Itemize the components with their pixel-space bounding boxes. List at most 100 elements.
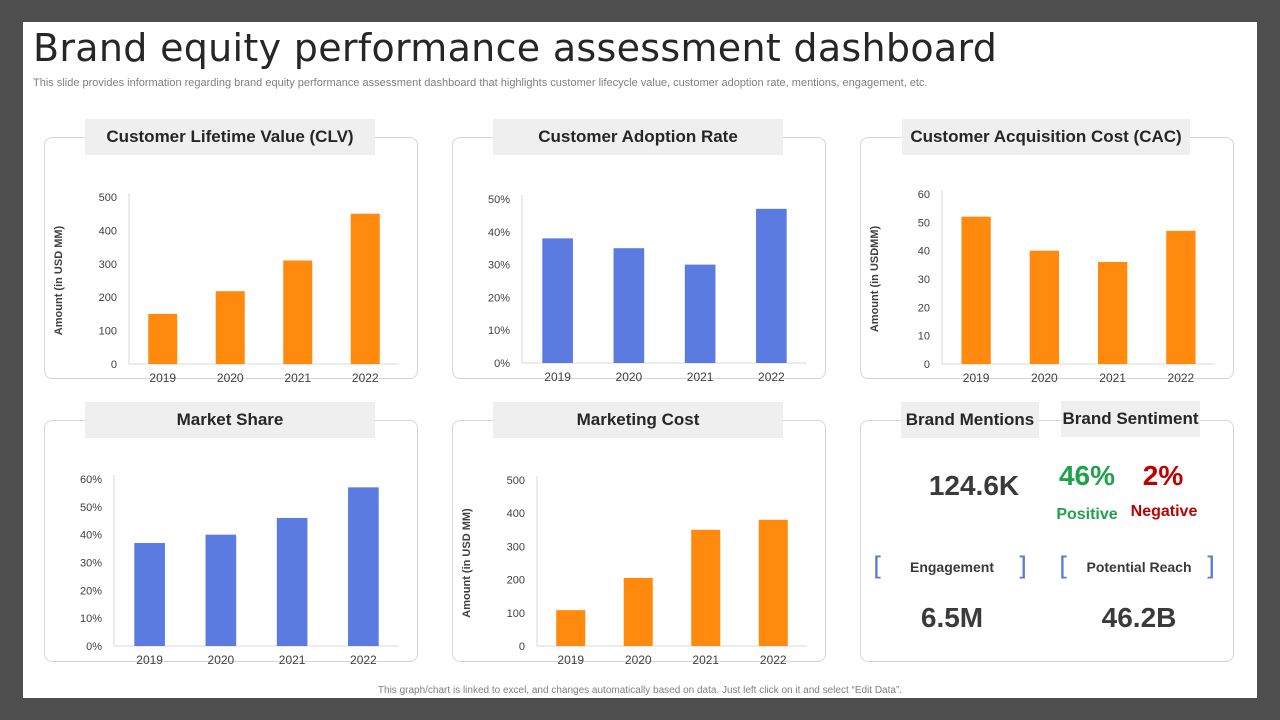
y-tick-label: 60	[918, 189, 930, 201]
y-tick-label: 40%	[80, 530, 102, 542]
bar-2021	[283, 260, 313, 364]
y-tick-label: 200	[507, 575, 525, 587]
y-tick-label: 30%	[80, 558, 102, 570]
y-tick-label: 50%	[80, 502, 102, 514]
x-tick-label: 2022	[350, 653, 377, 667]
y-tick-label: 40	[918, 246, 930, 258]
market-title: Market Share	[85, 402, 375, 438]
reach-right-bracket: ]	[1205, 552, 1216, 582]
x-tick-label: 2021	[687, 370, 714, 384]
y-tick-label: 500	[507, 475, 525, 487]
cac-chart: 0 10 20 30 40 50 60 2019 2020 2021 2022 Amount (in …	[869, 189, 1215, 385]
clv-title: Customer Lifetime Value (CLV)	[85, 119, 375, 155]
bar-2021	[684, 264, 716, 363]
x-tick-label: 2019	[136, 653, 163, 667]
y-tick-label: 400	[99, 225, 117, 237]
kpi-panel	[860, 420, 1234, 662]
y-tick-label: 30	[918, 274, 930, 286]
bar-2022	[348, 487, 379, 646]
x-tick-label: 2021	[279, 653, 306, 667]
brand-mentions-title: Brand Mentions	[901, 402, 1039, 438]
y-tick-label: 60%	[80, 474, 102, 486]
x-tick-label: 2019	[557, 653, 584, 667]
bar-2021	[1097, 262, 1128, 364]
negative-value: 2%	[1142, 460, 1184, 491]
y-tick-label: 10%	[80, 613, 102, 625]
y-tick-label: 30%	[488, 260, 510, 272]
x-tick-label: 2020	[616, 370, 643, 384]
cac-title: Customer Acquisition Cost (CAC)	[902, 119, 1190, 155]
y-tick-label: 20	[918, 302, 930, 314]
bar-2020	[205, 534, 237, 646]
bar-2022	[350, 213, 380, 364]
bar-2019	[148, 313, 178, 364]
y-tick-label: 20%	[80, 585, 102, 597]
brand-mentions-value: 124.6K	[928, 470, 1020, 501]
page-title: Brand equity performance assessment dash…	[33, 26, 998, 70]
y-tick-label: 10%	[488, 325, 510, 337]
engagement-value: 6.5M	[920, 602, 984, 633]
bar-2019	[542, 238, 573, 363]
bar-2020	[215, 291, 245, 364]
potential-reach-label: Potential Reach	[1086, 559, 1192, 575]
x-tick-label: 2022	[758, 370, 785, 384]
y-tick-label: 40%	[488, 227, 510, 239]
market-chart: 0% 10% 20% 30% 40% 50% 60% 2019 2020 2021 2022	[80, 474, 399, 667]
engagement-right-bracket: ]	[1017, 552, 1028, 582]
x-tick-label: 2021	[284, 371, 311, 385]
bar-2022	[758, 519, 788, 646]
y-tick-label: 100	[507, 608, 525, 620]
marketing-title: Marketing Cost	[493, 402, 783, 438]
y-tick-label: 400	[507, 508, 525, 520]
footer-note: This graph/chart is linked to excel, and…	[377, 685, 903, 696]
x-tick-label: 2020	[208, 653, 235, 667]
bar-2022	[756, 208, 787, 363]
y-tick-label: 0	[519, 641, 525, 653]
bar-2021	[276, 517, 308, 646]
bar-2019	[961, 216, 991, 364]
marketing-chart: 0 100 200 300 400 500 2019 2020 2021 2022 Amount (…	[461, 475, 807, 667]
bar-2021	[691, 529, 721, 646]
engagement-label: Engagement	[909, 559, 994, 575]
y-tick-label: 10	[918, 331, 930, 343]
x-tick-label: 2022	[1168, 371, 1195, 385]
bar-2020	[1029, 250, 1060, 364]
x-tick-label: 2020	[625, 653, 652, 667]
x-tick-label: 2019	[544, 370, 571, 384]
brand-sentiment-title: Brand Sentiment	[1061, 401, 1200, 437]
slide: Brand equity performance assessment dash…	[23, 22, 1257, 698]
y-tick-label: 0%	[494, 358, 510, 370]
bar-2019	[134, 543, 165, 646]
bar-2020	[623, 577, 653, 646]
clv-chart: 0 100 200 300 400 500 2019 2020 2021 2022 Amount (…	[53, 192, 399, 385]
y-tick-label: 50%	[488, 194, 510, 206]
y-tick-label: 0	[924, 359, 930, 371]
x-tick-label: 2021	[692, 653, 719, 667]
bar-2020	[613, 248, 645, 363]
positive-value: 46%	[1058, 460, 1116, 491]
adoption-chart: 0% 10% 20% 30% 40% 50% 2019 2020 2021 2022	[488, 194, 807, 384]
x-tick-label: 2022	[352, 371, 379, 385]
y-axis-label: Amount (in USD MM)	[461, 508, 473, 618]
x-tick-label: 2021	[1099, 371, 1126, 385]
x-tick-label: 2022	[760, 653, 787, 667]
adoption-title: Customer Adoption Rate	[493, 119, 783, 155]
x-tick-label: 2020	[1031, 371, 1058, 385]
page-subtitle: This slide provides information regardin…	[33, 77, 928, 89]
potential-reach-value: 46.2B	[1101, 602, 1177, 633]
x-tick-label: 2019	[149, 371, 176, 385]
y-tick-label: 0	[111, 359, 117, 371]
engagement-left-bracket: [	[873, 552, 884, 582]
y-tick-label: 50	[918, 217, 930, 229]
y-tick-label: 0%	[86, 641, 102, 653]
y-axis-label: Amount (in USDMM)	[869, 226, 881, 333]
x-tick-label: 2019	[963, 371, 990, 385]
y-axis-label: Amount (in USD MM)	[53, 225, 65, 335]
y-tick-label: 100	[99, 326, 117, 338]
bar-2022	[1166, 230, 1196, 364]
negative-label: Negative	[1130, 503, 1198, 520]
bar-2019	[556, 610, 586, 646]
y-tick-label: 300	[507, 541, 525, 553]
y-tick-label: 200	[99, 292, 117, 304]
y-tick-label: 300	[99, 259, 117, 271]
